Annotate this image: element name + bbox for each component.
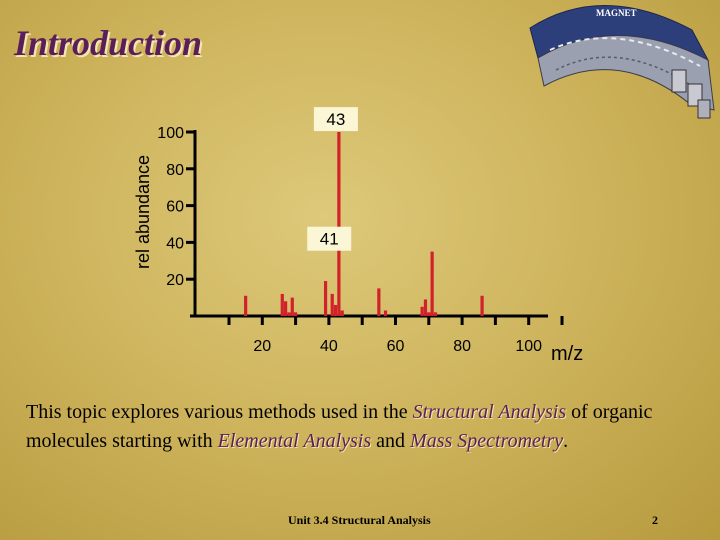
peak-bar [430, 251, 434, 316]
peak-bar [340, 310, 344, 316]
x-tick-label: 40 [320, 338, 338, 355]
body-text-4: . [563, 430, 569, 452]
intro-paragraph: This topic explores various methods used… [26, 398, 696, 456]
slide-title: Introduction [14, 23, 203, 63]
peak-annotation-label: 41 [320, 230, 339, 249]
peak-bar [290, 297, 294, 316]
peak-bar [383, 310, 388, 316]
y-axis-title: rel abundance [133, 155, 153, 269]
peak-bar [280, 293, 284, 316]
peak-bar [480, 295, 484, 316]
x-tick-label: 100 [515, 338, 542, 355]
y-tick-label: 80 [166, 162, 184, 179]
peak-bar [287, 312, 291, 316]
peak-annotation-box [307, 226, 352, 251]
y-tick-label: 100 [157, 125, 184, 142]
x-tick-label: 20 [253, 338, 271, 355]
y-tick-label: 60 [166, 199, 184, 216]
peak-bar [330, 293, 334, 316]
peak-bar [284, 301, 288, 316]
x-tick-label: 80 [453, 338, 471, 355]
peak-annotation-box [313, 107, 358, 132]
peak-bar [337, 132, 341, 316]
peak-bar [294, 312, 298, 316]
body-text-3: and [371, 430, 411, 452]
peak-annotation-label: 43 [326, 110, 345, 129]
peak-bar [244, 295, 248, 316]
body-text-2: of organic molecules starting with [26, 401, 653, 452]
peak-bar [420, 306, 424, 316]
logo-text: MAGNET [596, 8, 637, 18]
x-tick-label: 60 [387, 338, 405, 355]
y-tick-label: 20 [166, 272, 184, 289]
y-tick-label: 40 [166, 235, 184, 252]
peak-bar [433, 312, 438, 316]
mass-spectrum-chart: rel abundance m/z 20 40 60 80 100 20 40 60 80 10… [133, 107, 583, 365]
elemental-analysis-term: Elemental Analysis [217, 430, 372, 452]
mass-spectrometry-term: Mass Spectrometry [410, 430, 564, 452]
magnet-logo: MAGNET [529, 5, 715, 119]
footer-unit-label: Unit 3.4 Structural Analysis [288, 513, 431, 527]
peak-bar [323, 281, 328, 316]
page-number: 2 [652, 513, 658, 527]
peak-bar [427, 312, 431, 316]
x-axis-title: m/z [551, 343, 583, 365]
peak-bar [333, 304, 338, 316]
peak-bar [377, 288, 381, 316]
peak-bar [423, 299, 428, 316]
structural-analysis-term: Structural Analysis [412, 401, 567, 423]
body-text-1: This topic explores various methods used… [26, 401, 413, 423]
